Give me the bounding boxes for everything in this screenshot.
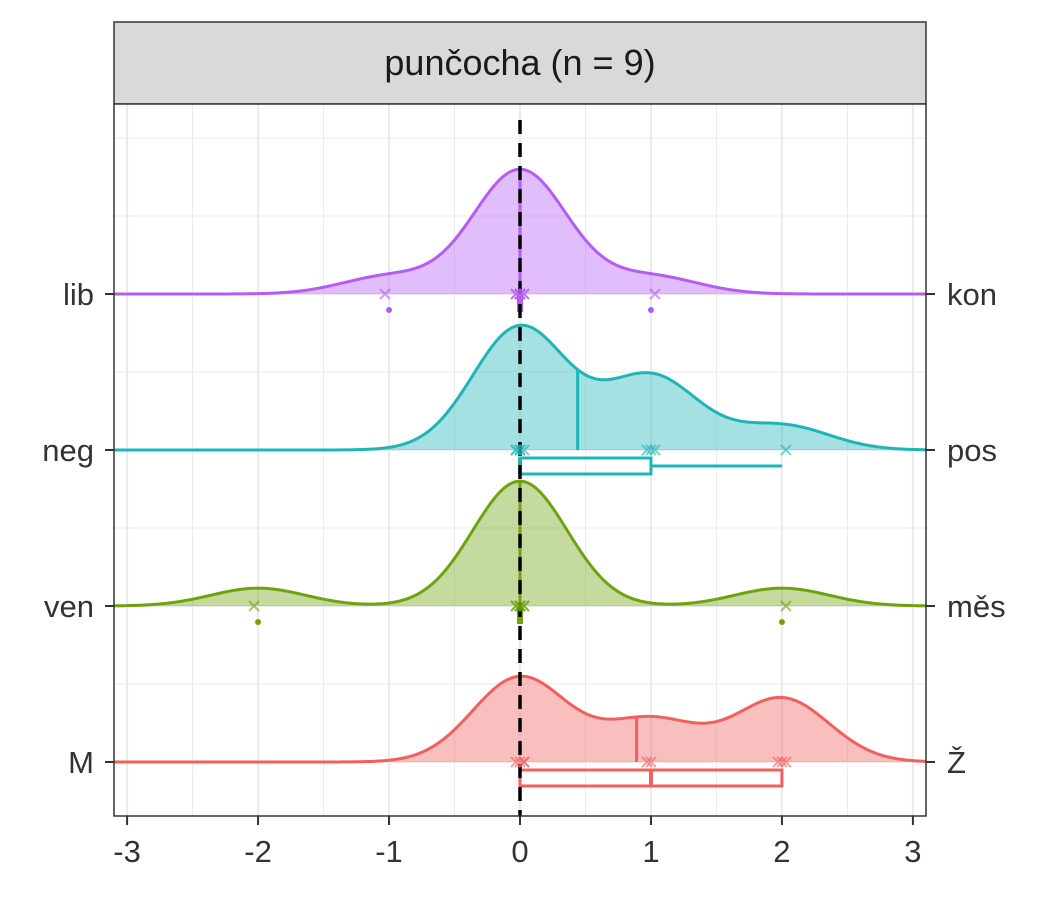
facet-strip [113,21,927,105]
x-tick-label: 2 [773,834,790,869]
data-point-marker [514,444,526,456]
y-label-right: Ž [947,745,966,780]
x-tick-label: -2 [244,834,272,869]
y-label-left: neg [42,433,94,468]
data-point-marker [379,288,391,300]
data-point-marker [510,600,522,612]
data-point-marker [772,756,784,768]
density-outline [114,323,927,452]
data-point-marker [645,756,657,768]
x-tick-label: 3 [904,834,921,869]
data-point-marker [645,444,657,456]
data-point-marker [776,756,788,768]
x-tick-label: 0 [511,834,528,869]
density-area [114,325,926,450]
data-point-marker [514,600,526,612]
data-point-marker [510,288,522,300]
x-tick-label: -3 [113,834,141,869]
outlier-dot [255,619,262,625]
data-point-marker [518,756,530,768]
y-label-right: kon [947,277,997,312]
data-point-marker [649,288,661,300]
y-label-left: M [68,745,94,780]
outlier-dot [647,307,654,313]
outlier-dot [386,307,393,313]
facet-title: punčocha (n = 9) [384,42,655,83]
data-point-marker [641,444,653,456]
data-point-marker [510,444,522,456]
y-label-right: měs [947,589,1006,624]
data-point-marker [514,756,526,768]
data-point-marker [248,600,260,612]
y-label-right: pos [947,433,997,468]
data-point-marker [514,288,526,300]
data-point-marker [641,756,653,768]
y-label-left: lib [63,277,94,312]
outlier-dot [778,619,785,625]
x-tick-label: -1 [375,834,403,869]
y-label-left: ven [44,589,94,624]
x-tick-label: 1 [642,834,659,869]
data-points [248,288,792,768]
data-point-marker [780,600,792,612]
axes: -3 -2 -1 0 1 2 3 lib kon neg pos ven měs M Ž [42,277,1005,869]
data-point-marker [780,444,792,456]
